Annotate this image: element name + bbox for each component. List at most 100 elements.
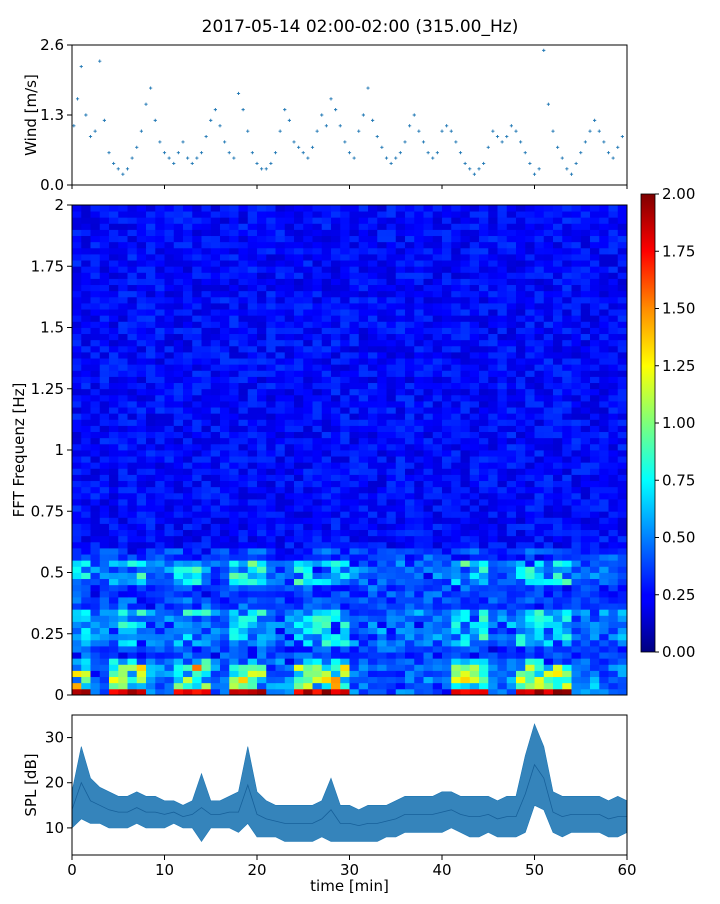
spectrogram-cell: [387, 432, 397, 439]
spectrogram-cell: [100, 419, 110, 426]
spectrogram-cell: [488, 487, 498, 494]
spectrogram-cell: [322, 254, 332, 261]
spectrogram-cell: [544, 364, 554, 371]
spectrogram-cell: [174, 346, 184, 353]
spectrogram-cell: [525, 646, 535, 653]
spectrogram-cell: [220, 548, 230, 555]
spectrogram-cell: [294, 591, 304, 598]
spectrogram-cell: [599, 640, 609, 647]
spectrogram-cell: [285, 658, 295, 665]
spectrogram-cell: [146, 377, 156, 384]
spectrogram-cell: [488, 462, 498, 469]
spectrogram-cell: [599, 230, 609, 237]
spectrogram-cell: [137, 309, 147, 316]
spectrogram-cell: [461, 352, 471, 359]
spectrogram-cell: [72, 291, 82, 298]
spectrogram-cell: [405, 481, 415, 488]
spectrogram-cell: [377, 615, 387, 622]
spectrogram-cell: [498, 628, 508, 635]
spectrogram-cell: [229, 291, 239, 298]
wind-point: [510, 124, 513, 127]
spectrogram-cell: [442, 622, 452, 629]
spectrogram-cell: [91, 352, 101, 359]
spectrogram-cell: [100, 389, 110, 396]
spectrogram-cell: [137, 566, 147, 573]
spectrogram-cell: [359, 389, 369, 396]
spectrogram-cell: [118, 303, 128, 310]
spectrogram-cell: [303, 462, 313, 469]
spectrogram-cell: [211, 223, 221, 230]
wind-point: [84, 113, 87, 116]
spectrogram-cell: [91, 334, 101, 341]
spectrogram-cell: [248, 609, 258, 616]
spectrogram-cell: [331, 285, 341, 292]
spectrogram-cell: [100, 352, 110, 359]
spectrogram-cell: [507, 297, 517, 304]
spectrogram-cell: [581, 266, 591, 273]
spectrogram-cell: [414, 211, 424, 218]
spectrogram-cell: [535, 352, 545, 359]
spectrogram-cell: [599, 377, 609, 384]
spectrogram-cell: [544, 358, 554, 365]
spectrogram-cell: [535, 597, 545, 604]
spectrogram-cell: [359, 309, 369, 316]
spectrogram-cell: [81, 279, 91, 286]
spectrogram-cell: [248, 389, 258, 396]
spectrogram-cell: [516, 505, 526, 512]
spectrogram-cell: [590, 358, 600, 365]
spectrogram-cell: [239, 511, 249, 518]
spectrogram-cell: [387, 205, 397, 212]
spectrogram-cell: [303, 383, 313, 390]
spectrogram-cell: [313, 358, 323, 365]
spectrogram-cell: [128, 603, 138, 610]
spectrogram-cell: [229, 517, 239, 524]
spectrogram-cell: [544, 346, 554, 353]
spectrogram-cell: [91, 652, 101, 659]
spectrogram-cell: [599, 205, 609, 212]
spectrogram-cell: [525, 481, 535, 488]
spectrogram-cell: [396, 272, 406, 279]
spectrogram-cell: [581, 646, 591, 653]
spectrogram-cell: [266, 487, 276, 494]
spectrogram-cell: [535, 689, 545, 696]
spectrogram-cell: [581, 248, 591, 255]
spectrogram-cell: [479, 524, 489, 531]
spectrogram-cell: [202, 230, 212, 237]
spectrogram-cell: [461, 426, 471, 433]
spectrogram-cell: [498, 389, 508, 396]
spectrogram-cell: [229, 444, 239, 451]
spectrogram-cell: [572, 481, 582, 488]
spectrogram-cell: [183, 352, 193, 359]
spectrogram-cell: [285, 517, 295, 524]
spectrogram-cell: [137, 389, 147, 396]
spectrogram-cell: [544, 566, 554, 573]
spectrogram-cell: [442, 383, 452, 390]
spectrogram-cell: [618, 432, 628, 439]
spectrogram-cell: [192, 689, 202, 696]
spectrogram-cell: [461, 279, 471, 286]
spectrogram-cell: [165, 542, 175, 549]
spectrogram-cell: [128, 671, 138, 678]
spectrogram-cell: [359, 223, 369, 230]
spectrogram-cell: [553, 579, 563, 586]
spectrogram-cell: [128, 321, 138, 328]
spectrogram-cell: [433, 432, 443, 439]
spectrogram-cell: [72, 658, 82, 665]
spectrogram-cell: [165, 622, 175, 629]
spectrogram-cell: [544, 456, 554, 463]
spectrogram-cell: [516, 609, 526, 616]
spectrogram-cell: [516, 444, 526, 451]
spectrogram-cell: [414, 401, 424, 408]
spectrogram-cell: [211, 689, 221, 696]
spectrogram-cell: [331, 370, 341, 377]
spectrogram-cell: [165, 487, 175, 494]
spectrogram-cell: [350, 677, 360, 684]
spectrogram-cell: [146, 450, 156, 457]
spectrogram-cell: [572, 395, 582, 402]
spectrogram-cell: [451, 211, 461, 218]
spectrogram-cell: [479, 652, 489, 659]
spectrogram-cell: [433, 548, 443, 555]
wind-point: [366, 86, 369, 89]
spectrogram-ylabel: FFT Frequenz [Hz]: [10, 383, 28, 518]
spectrogram-cell: [581, 346, 591, 353]
